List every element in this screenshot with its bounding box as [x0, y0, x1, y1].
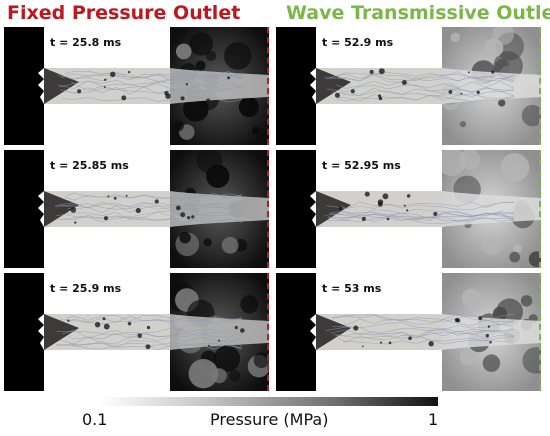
outlet-boundary-line — [539, 27, 541, 145]
outlet-boundary-line — [539, 150, 541, 268]
pressure-field — [276, 150, 541, 268]
time-label: t = 25.85 ms — [50, 159, 129, 172]
outlet-boundary-line — [267, 27, 269, 145]
pressure-field — [4, 27, 269, 145]
pressure-field — [276, 27, 541, 145]
panel-wave-3: t = 53 ms — [276, 273, 541, 391]
outlet-boundary-line — [267, 273, 269, 391]
colorbar-title: Pressure (MPa) — [210, 410, 329, 429]
panel-wave-1: t = 52.9 ms — [276, 27, 541, 145]
panel-fixed-2: t = 25.85 ms — [4, 150, 269, 268]
panel-fixed-3: t = 25.9 ms — [4, 273, 269, 391]
time-label: t = 25.9 ms — [50, 282, 122, 295]
time-label: t = 25.8 ms — [50, 36, 122, 49]
panel-wave-2: t = 52.95 ms — [276, 150, 541, 268]
colorbar-max-label: 1 — [428, 410, 439, 429]
outlet-boundary-line — [267, 150, 269, 268]
pressure-colorbar — [98, 397, 438, 406]
title-wave-transmissive-outlet: Wave Transmissive Outlet — [286, 2, 550, 24]
pressure-field — [276, 273, 541, 391]
title-fixed-pressure-outlet: Fixed Pressure Outlet — [7, 2, 241, 24]
colorbar-min-label: 0.1 — [82, 410, 108, 429]
panel-fixed-1: t = 25.8 ms — [4, 27, 269, 145]
time-label: t = 52.9 ms — [322, 36, 394, 49]
time-label: t = 53 ms — [322, 282, 382, 295]
pressure-field — [4, 273, 269, 391]
pressure-field — [4, 150, 269, 268]
outlet-boundary-line — [539, 273, 541, 391]
time-label: t = 52.95 ms — [322, 159, 401, 172]
